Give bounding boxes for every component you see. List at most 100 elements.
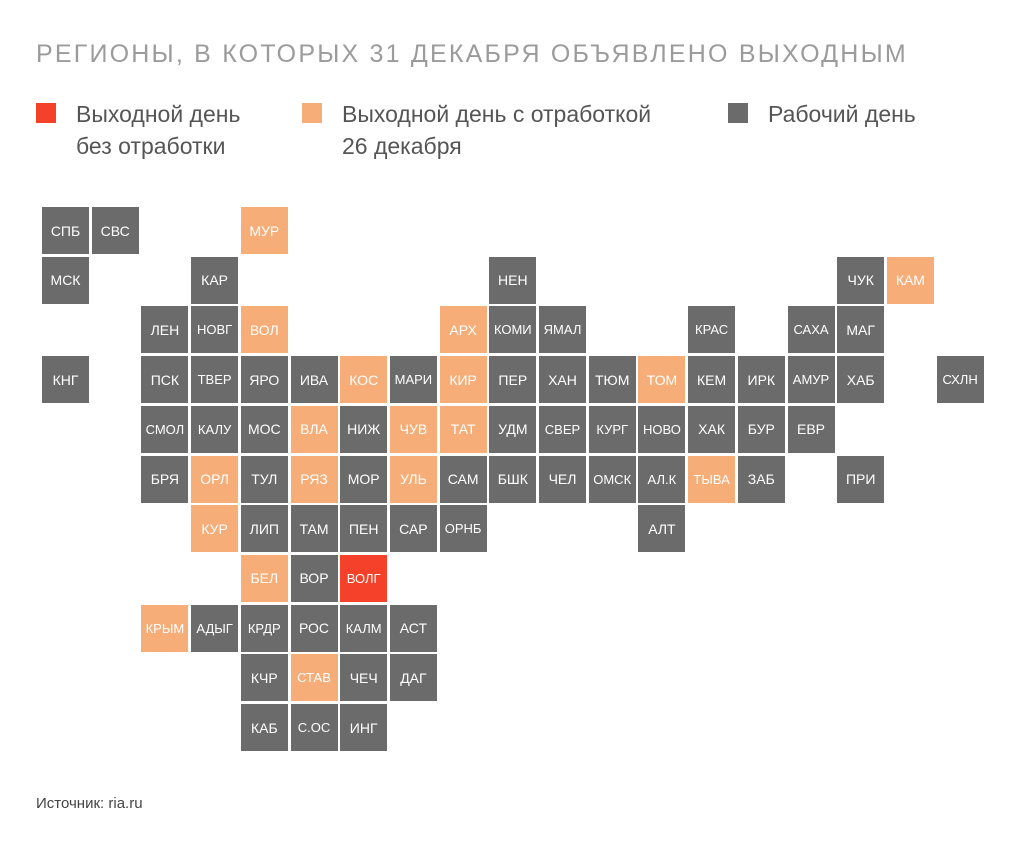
region-tile-чеч: ЧЕЧ	[340, 654, 388, 702]
region-tile-чел: ЧЕЛ	[539, 455, 586, 503]
region-tile-сар: САР	[389, 505, 437, 553]
region-tile-там: ТАМ	[290, 505, 338, 553]
legend-label-off-workday-line1: Выходной день с отработкой	[342, 101, 652, 127]
region-tile-кчр: КЧР	[240, 654, 288, 702]
region-tile-мари: МАРИ	[389, 356, 437, 404]
legend-swatch-off	[36, 103, 56, 123]
region-tile-адыг: АДЫГ	[191, 604, 239, 652]
region-tile-мос: МОС	[240, 405, 288, 453]
region-tile-лен: ЛЕН	[141, 306, 189, 354]
legend-label-off: Выходной день без отработки	[76, 98, 240, 162]
region-tile-новг: НОВГ	[191, 306, 239, 354]
region-tile-бур: БУР	[737, 405, 785, 453]
region-tile-вор: ВОР	[290, 554, 338, 602]
legend-label-off-line1: Выходной день	[76, 101, 241, 127]
region-tile-алт: АЛТ	[638, 505, 686, 553]
region-tile-бшк: БШК	[489, 455, 537, 503]
region-tile-крым: КРЫМ	[141, 604, 189, 652]
region-tile-крас: КРАС	[688, 306, 736, 354]
legend-label-off-line2: без отработки	[76, 133, 226, 159]
region-tile-калу: КАЛУ	[191, 405, 239, 453]
region-tile-хаб: ХАБ	[837, 356, 885, 404]
region-tile-бел: БЕЛ	[240, 554, 288, 602]
region-tile-бря: БРЯ	[141, 455, 189, 503]
region-tile-мор: МОР	[340, 455, 388, 503]
legend-item-off-workday: Выходной день с отработкой 26 декабря	[302, 98, 651, 162]
region-tile-ново: НОВО	[638, 405, 686, 453]
region-tile-кур: КУР	[191, 505, 239, 553]
region-tile-с.ос: С.ОС	[290, 704, 338, 751]
region-tile-тюм: ТЮМ	[588, 356, 636, 404]
region-tile-кам: КАМ	[886, 256, 934, 304]
region-tile-кар: КАР	[191, 256, 239, 304]
region-tile-пен: ПЕН	[340, 505, 388, 553]
region-tile-мур: МУР	[240, 207, 288, 254]
region-tile-яро: ЯРО	[240, 356, 288, 404]
region-tile-ямал: ЯМАЛ	[539, 306, 586, 354]
region-tile-чук: ЧУК	[837, 256, 885, 304]
region-tile-ряз: РЯЗ	[290, 455, 338, 503]
region-tile-том: ТОМ	[638, 356, 686, 404]
region-tile-рос: РОС	[290, 604, 338, 652]
legend-label-work-line1: Рабочий день	[768, 101, 916, 127]
region-tile-орнб: ОРНБ	[439, 505, 487, 553]
region-tile-свер: СВЕР	[539, 405, 586, 453]
region-tile-хан: ХАН	[539, 356, 586, 404]
region-tile-омск: ОМСК	[588, 455, 636, 503]
region-tile-лип: ЛИП	[240, 505, 288, 553]
region-tile-мск: МСК	[42, 256, 89, 304]
region-tile-маг: МАГ	[837, 306, 885, 354]
region-tile-тат: ТАТ	[439, 405, 487, 453]
region-tile-калм: КАЛМ	[340, 604, 388, 652]
region-tile-крдр: КРДР	[240, 604, 288, 652]
region-tile-пер: ПЕР	[489, 356, 537, 404]
region-tile-волг: ВОЛГ	[340, 554, 388, 602]
region-tile-кнг: КНГ	[42, 356, 89, 404]
region-tile-став: СТАВ	[290, 654, 338, 702]
region-tile-орл: ОРЛ	[191, 455, 239, 503]
region-tile-ниж: НИЖ	[340, 405, 388, 453]
region-tile-удм: УДМ	[489, 405, 537, 453]
region-tile-кос: КОС	[340, 356, 388, 404]
region-tile-даг: ДАГ	[389, 654, 437, 702]
legend-swatch-work	[728, 103, 748, 123]
region-tile-чув: ЧУВ	[389, 405, 437, 453]
region-tile-инг: ИНГ	[340, 704, 388, 751]
region-tile-смол: СМОЛ	[141, 405, 189, 453]
region-tile-каб: КАБ	[240, 704, 288, 751]
source-note: Источник: ria.ru	[36, 795, 143, 812]
region-tile-вла: ВЛА	[290, 405, 338, 453]
region-tile-уль: УЛЬ	[389, 455, 437, 503]
legend-label-work: Рабочий день	[768, 98, 916, 130]
legend-label-off-workday-line2: 26 декабря	[342, 133, 462, 159]
region-tile-ива: ИВА	[290, 356, 338, 404]
chart-title: РЕГИОНЫ, В КОТОРЫХ 31 ДЕКАБРЯ ОБЪЯВЛЕНО …	[36, 40, 908, 68]
region-tile-амур: АМУР	[787, 356, 835, 404]
legend-swatch-off-workday	[302, 103, 322, 123]
region-tile-свс: СВС	[91, 207, 139, 254]
region-tile-кир: КИР	[439, 356, 487, 404]
region-tile-вол: ВОЛ	[240, 306, 288, 354]
region-tile-пск: ПСК	[141, 356, 189, 404]
region-tile-хак: ХАК	[688, 405, 736, 453]
region-tile-кург: КУРГ	[588, 405, 636, 453]
region-tile-ал.к: АЛ.К	[638, 455, 686, 503]
region-tile-при: ПРИ	[837, 455, 885, 503]
legend-label-off-workday: Выходной день с отработкой 26 декабря	[342, 98, 651, 162]
region-tile-аст: АСТ	[389, 604, 437, 652]
region-tile-кем: КЕМ	[688, 356, 736, 404]
legend-item-off: Выходной день без отработки	[36, 98, 240, 162]
region-tile-заб: ЗАБ	[737, 455, 785, 503]
region-tile-твер: ТВЕР	[191, 356, 239, 404]
region-tile-нен: НЕН	[489, 256, 537, 304]
region-tile-тыва: ТЫВА	[688, 455, 736, 503]
region-tile-тул: ТУЛ	[240, 455, 288, 503]
region-tile-евр: ЕВР	[787, 405, 835, 453]
region-tile-арх: АРХ	[439, 306, 487, 354]
legend-item-work: Рабочий день	[728, 98, 916, 130]
region-tile-спб: СПБ	[42, 207, 89, 254]
region-tile-саха: САХА	[787, 306, 835, 354]
region-tile-ирк: ИРК	[737, 356, 785, 404]
region-tile-сам: САМ	[439, 455, 487, 503]
